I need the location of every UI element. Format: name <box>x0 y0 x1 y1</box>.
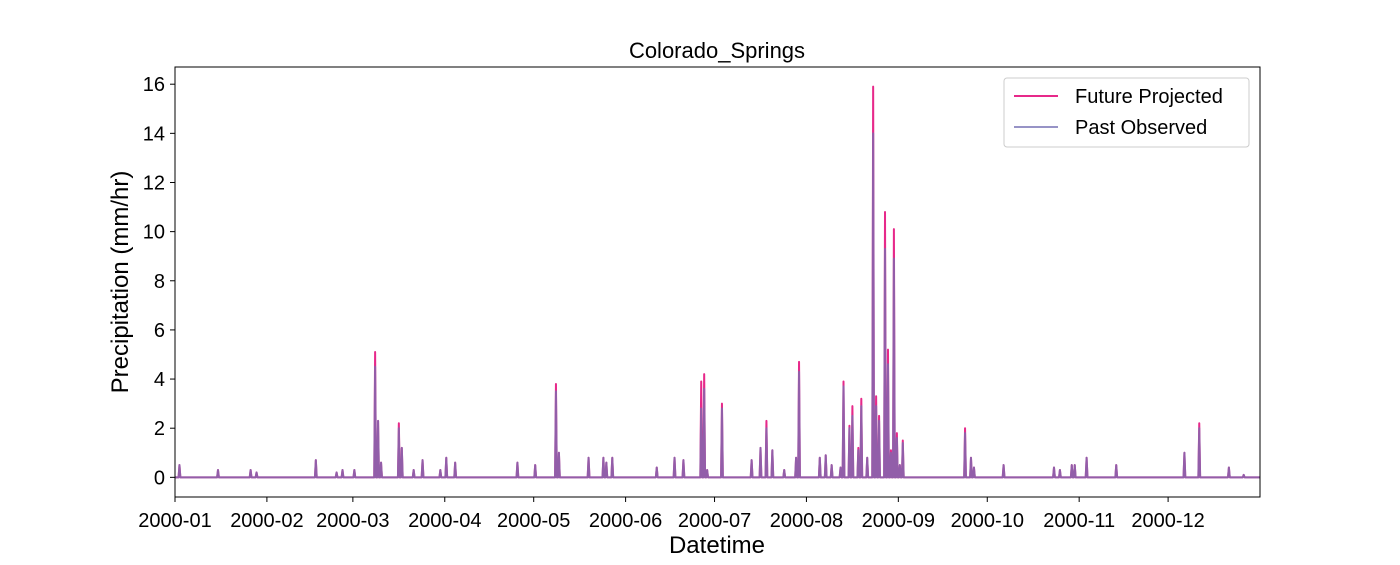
x-tick-label: 2000-12 <box>1131 510 1204 532</box>
legend: Future Projected Past Observed <box>1003 77 1250 148</box>
x-tick-label: 2000-05 <box>497 510 570 532</box>
x-tick-label: 2000-06 <box>589 510 662 532</box>
legend-label-future: Future Projected <box>1075 86 1223 108</box>
legend-box <box>1003 77 1250 148</box>
y-axis-label: Precipitation (mm/hr) <box>107 171 134 394</box>
y-axis: 0 2 4 6 8 10 12 14 16 <box>143 74 175 489</box>
x-tick-label: 2000-11 <box>1043 510 1115 532</box>
series-line-past-observed <box>175 132 1260 479</box>
x-tick-label: 2000-10 <box>951 510 1024 532</box>
y-tick-label: 10 <box>143 222 165 244</box>
x-tick-label: 2000-07 <box>678 510 751 532</box>
x-tick-label: 2000-09 <box>862 510 935 532</box>
series-layer <box>175 85 1260 479</box>
x-tick-label: 2000-04 <box>408 510 481 532</box>
y-tick-label: 12 <box>143 172 165 194</box>
x-axis-label: Datetime <box>669 532 765 559</box>
x-axis: 2000-01 2000-02 2000-03 2000-04 2000-05 2000-… <box>138 497 1205 532</box>
legend-label-past: Past Observed <box>1075 117 1207 139</box>
y-tick-label: 6 <box>154 320 165 342</box>
y-tick-label: 14 <box>143 123 165 145</box>
x-tick-label: 2000-02 <box>230 510 303 532</box>
plot-frame <box>174 66 1261 498</box>
x-tick-label: 2000-01 <box>138 510 211 532</box>
y-tick-label: 0 <box>154 467 165 489</box>
x-tick-label: 2000-08 <box>770 510 843 532</box>
y-tick-label: 2 <box>154 418 165 440</box>
y-tick-label: 8 <box>154 271 165 293</box>
x-tick-label: 2000-03 <box>316 510 389 532</box>
chart-title: Colorado_Springs <box>629 38 805 63</box>
y-tick-label: 4 <box>154 369 165 391</box>
y-tick-label: 16 <box>143 74 165 96</box>
